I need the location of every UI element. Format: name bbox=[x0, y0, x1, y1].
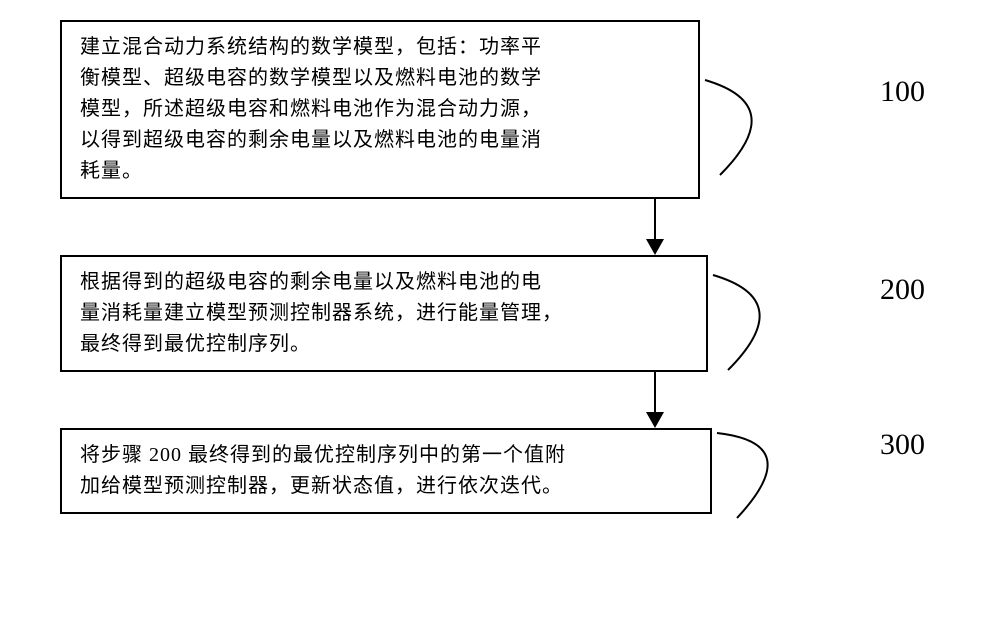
node-300-line-2: 加给模型预测控制器，更新状态值，进行依次迭代。 bbox=[80, 471, 692, 502]
node-100-line-1: 建立混合动力系统结构的数学模型，包括：功率平 bbox=[80, 32, 680, 63]
arrow-200-to-300 bbox=[370, 372, 940, 428]
flowchart-container: 建立混合动力系统结构的数学模型，包括：功率平 衡模型、超级电容的数学模型以及燃料… bbox=[60, 20, 940, 514]
arrow-head-icon bbox=[646, 412, 664, 428]
arrow-head-icon bbox=[646, 239, 664, 255]
node-200-label: 200 bbox=[880, 273, 925, 307]
node-100-line-5: 耗量。 bbox=[80, 156, 680, 187]
node-300-line-1: 将步骤 200 最终得到的最优控制序列中的第一个值附 bbox=[80, 440, 692, 471]
callout-arc-200 bbox=[708, 270, 828, 380]
node-100-line-2: 衡模型、超级电容的数学模型以及燃料电池的数学 bbox=[80, 63, 680, 94]
callout-arc-300 bbox=[712, 418, 832, 528]
node-200-line-3: 最终得到最优控制序列。 bbox=[80, 329, 688, 360]
flow-node-300-wrap: 将步骤 200 最终得到的最优控制序列中的第一个值附 加给模型预测控制器，更新状… bbox=[60, 428, 940, 514]
node-200-line-1: 根据得到的超级电容的剩余电量以及燃料电池的电 bbox=[80, 267, 688, 298]
flow-node-100-wrap: 建立混合动力系统结构的数学模型，包括：功率平 衡模型、超级电容的数学模型以及燃料… bbox=[60, 20, 940, 199]
callout-arc-100 bbox=[700, 75, 820, 185]
arrow-shaft bbox=[654, 372, 656, 412]
node-100-line-3: 模型，所述超级电容和燃料电池作为混合动力源， bbox=[80, 94, 680, 125]
node-100-label: 100 bbox=[880, 75, 925, 109]
node-100-line-4: 以得到超级电容的剩余电量以及燃料电池的电量消 bbox=[80, 125, 680, 156]
flow-node-300: 将步骤 200 最终得到的最优控制序列中的第一个值附 加给模型预测控制器，更新状… bbox=[60, 428, 712, 514]
node-300-label: 300 bbox=[880, 428, 925, 462]
flow-node-200-wrap: 根据得到的超级电容的剩余电量以及燃料电池的电 量消耗量建立模型预测控制器系统，进… bbox=[60, 255, 940, 372]
node-200-line-2: 量消耗量建立模型预测控制器系统，进行能量管理， bbox=[80, 298, 688, 329]
arrow-shaft bbox=[654, 199, 656, 239]
flow-node-200: 根据得到的超级电容的剩余电量以及燃料电池的电 量消耗量建立模型预测控制器系统，进… bbox=[60, 255, 708, 372]
arrow-100-to-200 bbox=[370, 199, 940, 255]
flow-node-100: 建立混合动力系统结构的数学模型，包括：功率平 衡模型、超级电容的数学模型以及燃料… bbox=[60, 20, 700, 199]
